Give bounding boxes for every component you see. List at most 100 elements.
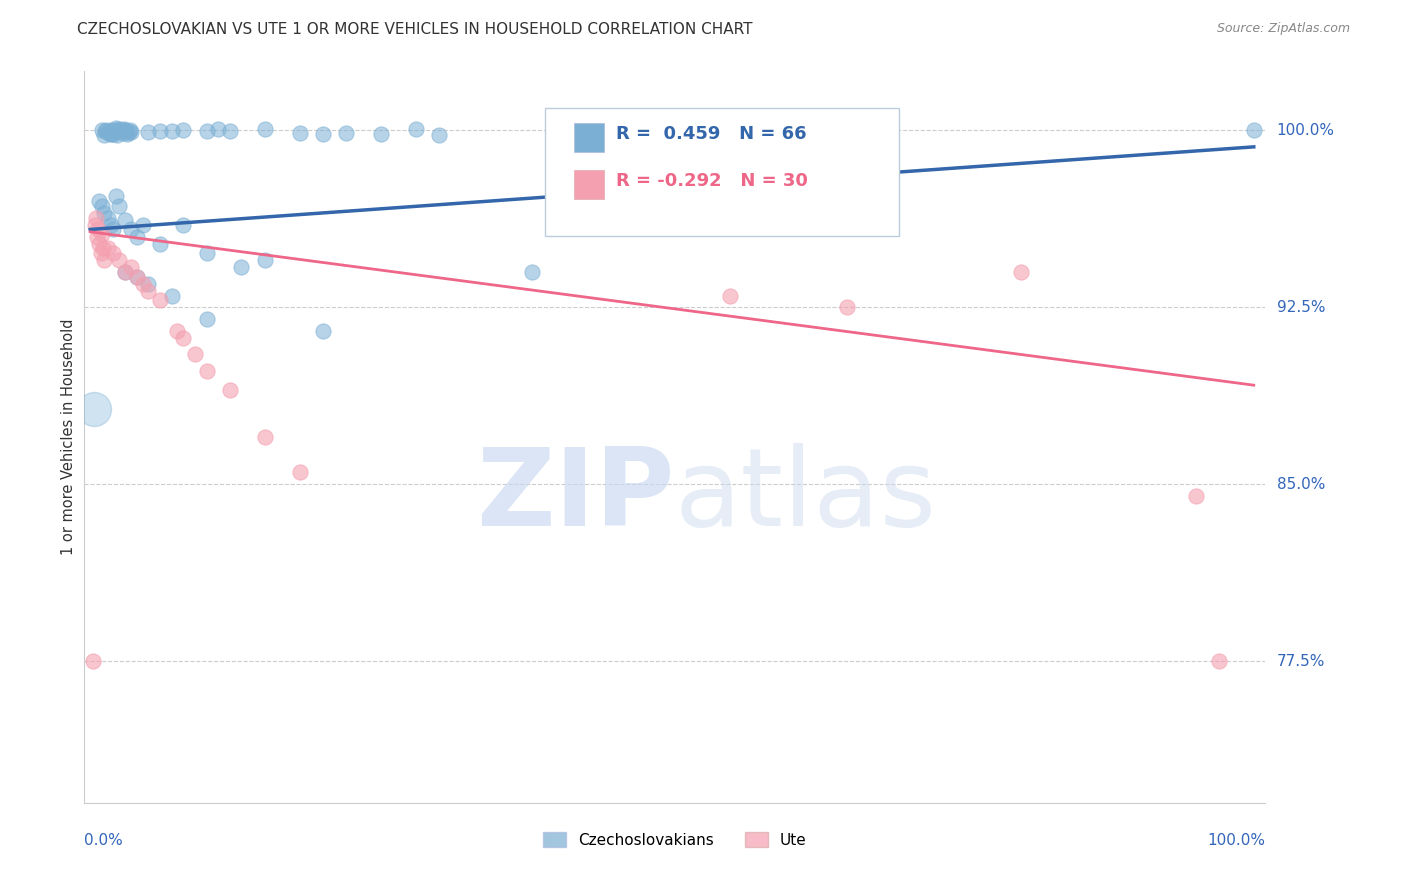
Point [207,122,229,136]
Text: R = -0.292   N = 30: R = -0.292 N = 30 [616,172,807,190]
Point [288,466,311,480]
Point [97,124,120,138]
Point [107,124,129,138]
Point [114,265,136,279]
Point [114,213,136,227]
Text: 92.5%: 92.5% [1277,300,1324,315]
Point [172,123,194,137]
Point [108,122,131,136]
Point [835,301,858,315]
Text: atlas: atlas [675,442,936,549]
Point [83,218,105,232]
Point [105,128,128,142]
Point [149,124,172,138]
Point [103,222,125,236]
Point [115,124,138,138]
Point [335,126,357,140]
Point [253,253,276,268]
Point [97,211,120,225]
Point [118,123,141,137]
Point [103,246,125,260]
Point [405,122,427,136]
Text: ZIP: ZIP [477,442,675,549]
Point [231,260,253,275]
Point [104,123,127,137]
Text: Source: ZipAtlas.com: Source: ZipAtlas.com [1216,22,1350,36]
Point [125,269,148,284]
Point [89,236,111,251]
Text: 77.5%: 77.5% [1277,654,1324,669]
Point [93,128,115,142]
Point [138,284,160,298]
Text: CZECHOSLOVAKIAN VS UTE 1 OR MORE VEHICLES IN HOUSEHOLD CORRELATION CHART: CZECHOSLOVAKIAN VS UTE 1 OR MORE VEHICLE… [77,22,752,37]
FancyBboxPatch shape [546,108,900,235]
Point [90,227,112,242]
Point [427,128,450,142]
Point [1184,489,1206,503]
Point [131,277,153,291]
Text: 100.0%: 100.0% [1277,123,1334,138]
Text: R =  0.459   N = 66: R = 0.459 N = 66 [616,125,807,143]
Point [195,312,218,326]
Point [108,199,131,213]
Point [312,324,335,338]
Point [90,246,112,260]
Point [138,277,160,291]
Point [83,401,105,416]
Point [101,127,124,141]
Point [111,126,134,140]
Point [82,654,104,668]
Point [120,222,142,236]
Point [94,123,117,137]
Point [114,123,136,137]
Point [120,125,142,139]
Point [100,122,122,136]
Point [86,229,108,244]
Point [195,364,218,378]
Point [312,128,335,142]
Point [125,269,148,284]
Point [110,123,132,137]
Text: 0.0%: 0.0% [84,833,124,848]
Point [108,253,131,268]
Point [110,124,132,138]
Point [1010,265,1032,279]
FancyBboxPatch shape [575,170,605,199]
Point [103,128,125,142]
Point [718,288,741,302]
Point [1208,654,1230,668]
Point [117,127,139,141]
Point [112,121,135,136]
Point [89,194,111,208]
Point [218,124,240,138]
Point [288,126,311,140]
Point [370,128,392,142]
Point [104,121,127,136]
Point [117,125,139,139]
Point [93,253,115,268]
Point [166,324,188,338]
Point [98,127,121,141]
Point [160,124,183,138]
Y-axis label: 1 or more Vehicles in Household: 1 or more Vehicles in Household [60,318,76,556]
Point [96,122,118,136]
Point [125,229,148,244]
Legend: Czechoslovakians, Ute: Czechoslovakians, Ute [537,825,813,854]
Point [1243,123,1265,137]
Point [253,121,276,136]
Point [184,347,207,361]
Point [218,383,240,397]
Point [160,288,183,302]
Point [149,236,172,251]
Point [172,331,194,345]
Point [138,125,160,139]
Point [100,218,122,232]
Point [114,265,136,279]
Point [120,260,142,275]
FancyBboxPatch shape [575,122,605,152]
Point [97,241,120,255]
Point [195,124,218,138]
Point [93,206,115,220]
Text: 85.0%: 85.0% [1277,476,1324,491]
Point [149,293,172,308]
